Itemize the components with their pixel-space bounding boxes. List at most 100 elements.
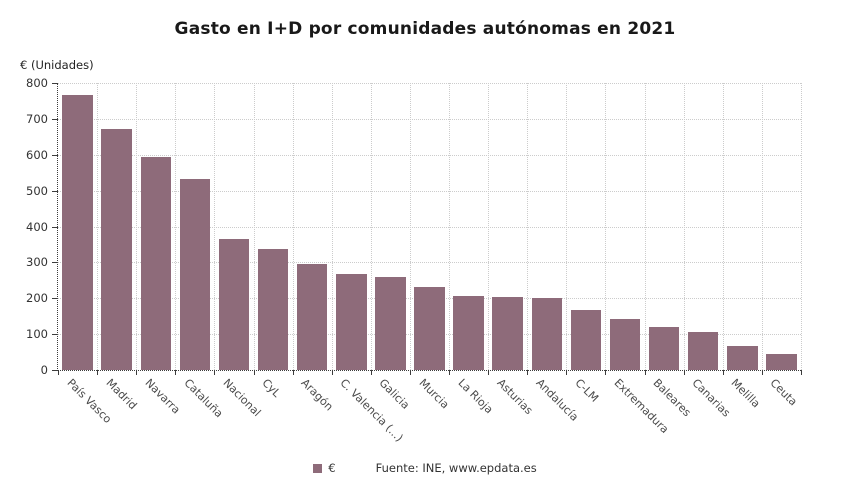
bar	[766, 353, 797, 370]
y-tick-label: 100	[26, 327, 48, 342]
gridline-v	[253, 83, 255, 370]
x-category-label: La Rioja	[455, 376, 496, 417]
x-category-label: Cataluña	[181, 376, 226, 421]
x-axis-tick	[409, 370, 411, 375]
bar	[570, 310, 602, 370]
gridline-h	[58, 118, 801, 120]
gridline-v	[214, 83, 216, 370]
plot-area: País Vasco Madrid Navarra Cataluña Nacional C…	[52, 83, 802, 444]
x-axis-tick	[175, 370, 177, 375]
y-axis-tick	[52, 154, 58, 156]
bar	[140, 157, 171, 370]
x-category-label: Navarra	[142, 376, 183, 417]
gridline-v	[605, 83, 607, 370]
x-axis-tick	[527, 370, 529, 375]
x-axis-tick	[566, 370, 568, 375]
x-category-label: C-LM	[572, 376, 601, 405]
y-axis-tick	[52, 83, 58, 84]
y-tick-label: 200	[26, 291, 48, 306]
y-tick-label: 400	[26, 219, 48, 234]
gridline-v	[97, 83, 99, 370]
gridline-v	[409, 83, 411, 370]
gridline-v	[722, 83, 724, 370]
x-axis-tick	[683, 370, 685, 375]
bar	[648, 326, 680, 370]
y-tick-label: 800	[26, 76, 48, 90]
y-axis-tick	[52, 298, 58, 300]
y-axis-tick	[52, 262, 58, 264]
gridline-v	[683, 83, 685, 370]
y-axis-tick	[52, 370, 58, 371]
y-tick-label: 0	[40, 363, 48, 377]
bar	[375, 277, 406, 370]
x-axis-tick	[58, 370, 59, 375]
gridline-v	[331, 83, 333, 370]
x-category-label: Melilla	[728, 376, 763, 411]
gridline-h	[58, 190, 801, 192]
y-axis-tick	[52, 190, 58, 192]
x-axis-tick	[488, 370, 490, 375]
x-axis-tick	[801, 370, 802, 375]
bar	[179, 178, 211, 370]
x-axis-tick	[761, 370, 763, 375]
y-axis-tick	[52, 334, 58, 336]
x-axis-tick	[97, 370, 99, 375]
legend: € Fuente: INE, www.epdata.es	[0, 461, 850, 475]
bar	[62, 95, 93, 370]
y-axis-tick	[52, 226, 58, 228]
bar	[531, 298, 563, 370]
bar	[453, 295, 484, 370]
bar	[336, 273, 367, 370]
x-category-label: Galicia	[376, 376, 413, 412]
gridline-v	[136, 83, 138, 370]
source-text: Fuente: INE, www.epdata.es	[375, 461, 537, 475]
bar	[492, 296, 523, 370]
y-tick-label: 500	[26, 183, 48, 198]
legend-series-label: €	[328, 461, 336, 475]
y-tick-label: 300	[26, 255, 48, 270]
x-axis-tick	[292, 370, 294, 375]
gridline-v	[292, 83, 294, 370]
bar	[609, 319, 641, 370]
gridline-h	[58, 226, 801, 228]
x-category-label: Ceuta	[767, 376, 801, 409]
x-axis-tick	[214, 370, 216, 375]
x-axis-tick	[136, 370, 138, 375]
bar	[727, 345, 758, 370]
x-category-label: Madrid	[103, 376, 140, 413]
gridline-v	[566, 83, 568, 370]
y-tick-label: 700	[26, 111, 48, 126]
gridline-v	[370, 83, 372, 370]
legend-swatch-icon	[313, 463, 323, 473]
chart-title: Gasto en I+D por comunidades autónomas e…	[174, 19, 676, 39]
gridline-v	[801, 83, 802, 370]
gridline-v	[488, 83, 490, 370]
x-category-label: Asturias	[494, 376, 535, 418]
x-axis-tick	[253, 370, 255, 375]
x-category-label: Murcia	[416, 376, 452, 412]
gridline-v	[644, 83, 646, 370]
x-category-label: Canarias	[689, 376, 734, 420]
gridline-v	[527, 83, 529, 370]
gridline-h	[58, 83, 801, 84]
gridline-v	[449, 83, 451, 370]
legend-item-series[interactable]: €	[313, 461, 336, 475]
x-axis-tick	[370, 370, 372, 375]
x-category-label: CyL	[259, 376, 284, 400]
x-category-label: Nacional	[220, 376, 264, 420]
gridline-v	[175, 83, 177, 370]
x-axis-tick	[722, 370, 724, 375]
gridline-v	[761, 83, 763, 370]
bar	[687, 331, 719, 370]
x-category-label: Aragón	[298, 376, 336, 414]
x-axis-tick	[644, 370, 646, 375]
bar	[296, 263, 328, 370]
y-tick-label: 600	[26, 147, 48, 162]
bar	[257, 249, 289, 370]
gridline-h	[58, 154, 801, 156]
x-axis-tick	[605, 370, 607, 375]
bar	[414, 286, 445, 370]
y-axis-tick	[52, 118, 58, 120]
y-axis-title: € (Unidades)	[20, 58, 94, 72]
x-axis-tick	[331, 370, 333, 375]
